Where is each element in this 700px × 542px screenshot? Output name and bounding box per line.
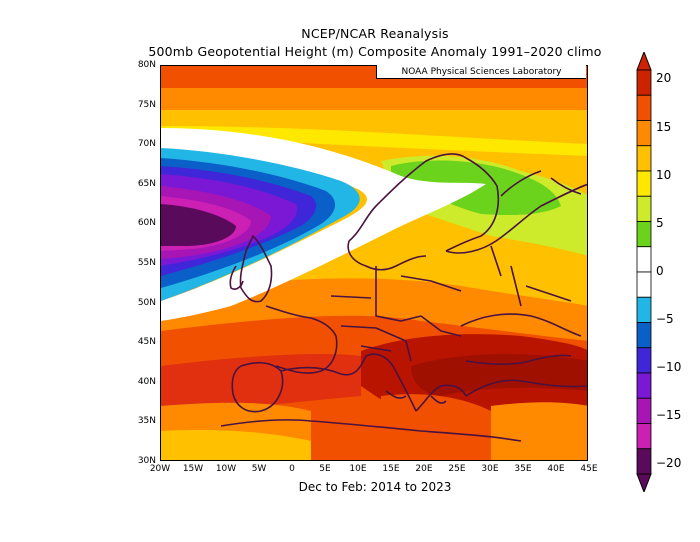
x-tick-label: 40E	[547, 464, 565, 474]
colorbar-swatch	[636, 94, 652, 121]
x-tick-label: 20E	[415, 464, 433, 474]
colorbar-label: −5	[656, 312, 674, 326]
colorbar-swatch	[636, 423, 652, 450]
colorbar-label: −15	[656, 408, 682, 422]
x-tick-label: 30E	[481, 464, 499, 474]
colorbar-swatch	[636, 69, 652, 96]
colorbar-swatch	[636, 448, 652, 475]
x-tick-label: 0	[289, 464, 295, 474]
x-tick-label: 5W	[251, 464, 267, 474]
colorbar-swatch	[636, 397, 652, 424]
x-tick-label: 15W	[182, 464, 204, 474]
anomaly-field	[161, 66, 587, 460]
colorbar-swatch	[636, 170, 652, 197]
x-tick-label: 10E	[349, 464, 367, 474]
x-tick-label: 35E	[514, 464, 532, 474]
colorbar-swatch	[636, 296, 652, 323]
colorbar-label: −10	[656, 360, 682, 374]
colorbar-swatch	[636, 120, 652, 147]
colorbar	[636, 52, 652, 492]
y-tick-label: 65N	[137, 178, 156, 189]
credit-label: NOAA Physical Sciences Laboratory	[376, 65, 586, 79]
colorbar-label: 15	[656, 120, 672, 134]
colorbar-swatch	[636, 271, 652, 298]
x-tick-label: 5E	[319, 464, 331, 474]
y-tick-label: 60N	[137, 218, 156, 229]
y-tick-label: 35N	[137, 416, 156, 427]
colorbar-arrow-bottom	[636, 473, 652, 492]
y-tick-label: 55N	[137, 258, 156, 268]
time-period-label: Dec to Feb: 2014 to 2023	[298, 480, 452, 494]
y-tick-label: 45N	[137, 337, 156, 348]
colorbar-label: 5	[656, 216, 664, 230]
colorbar-swatch	[636, 246, 652, 273]
colorbar-swatch	[636, 221, 652, 248]
colorbar-label: 0	[656, 264, 664, 278]
y-tick-label: 50N	[137, 297, 156, 308]
colorbar-swatch	[636, 195, 652, 222]
colorbar-swatch	[636, 372, 652, 399]
x-tick-label: 25E	[448, 464, 466, 474]
colorbar-label: 10	[656, 168, 672, 182]
chart-title: NCEP/NCAR Reanalysis	[301, 26, 449, 41]
x-tick-label: 20W	[149, 464, 171, 474]
x-tick-label: 10W	[215, 464, 237, 474]
colorbar-arrow-top	[636, 52, 652, 71]
x-tick-label: 15E	[382, 464, 400, 474]
x-tick-label: 45E	[580, 464, 598, 474]
y-tick-label: 70N	[137, 139, 156, 150]
anomaly-map	[160, 65, 588, 461]
colorbar-swatch	[636, 347, 652, 374]
colorbar-swatch	[636, 322, 652, 349]
chart-subtitle: 500mb Geopotential Height (m) Composite …	[148, 44, 602, 59]
y-tick-label: 75N	[137, 99, 156, 110]
y-tick-label: 80N	[137, 60, 156, 70]
y-tick-label: 40N	[137, 376, 156, 387]
colorbar-swatch	[636, 145, 652, 172]
y-tick-label: 30N	[137, 456, 156, 466]
colorbar-label: 20	[656, 71, 672, 85]
colorbar-label: −20	[656, 456, 682, 470]
